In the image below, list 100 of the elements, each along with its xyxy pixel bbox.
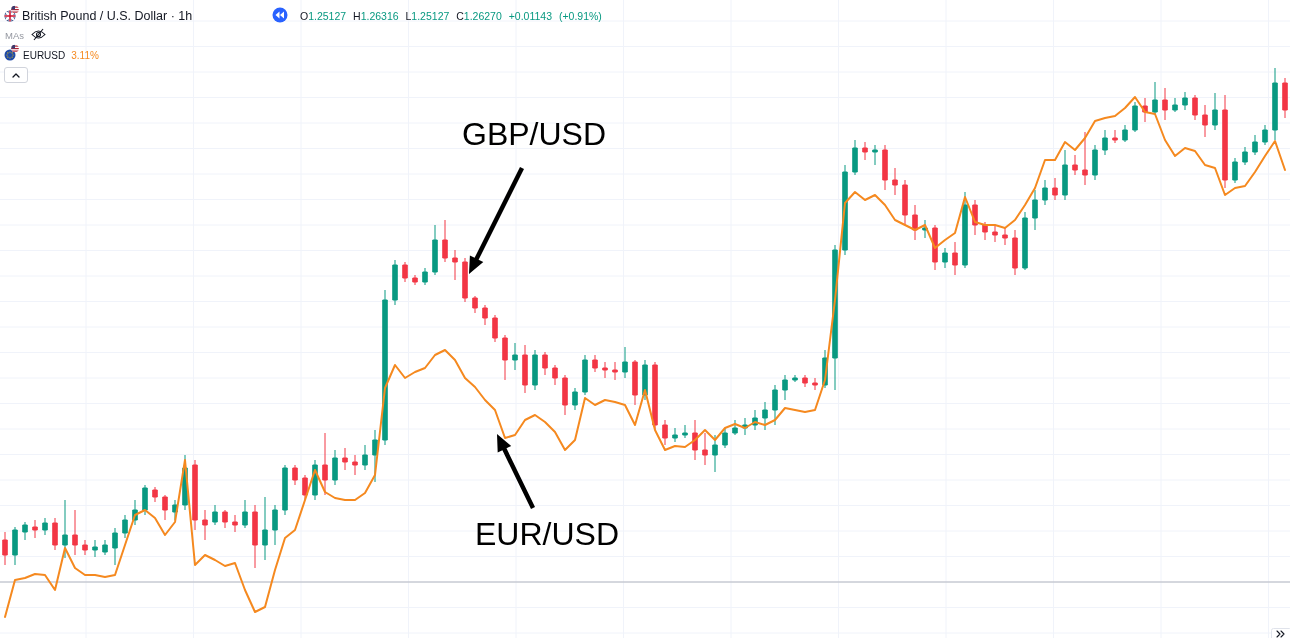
candlestick — [192, 459, 198, 531]
text: EURUSD 3.11% — [23, 50, 99, 61]
candlestick — [12, 526, 18, 566]
candlestick — [482, 304, 488, 326]
candlestick — [432, 224, 438, 276]
candlestick — [1162, 87, 1168, 121]
candlestick — [702, 432, 708, 466]
candlestick — [382, 289, 388, 446]
candlestick — [1082, 131, 1088, 186]
candlestick — [392, 259, 398, 306]
candlestick — [112, 527, 118, 566]
candlestick — [722, 427, 728, 449]
candlestick — [552, 364, 558, 386]
text: O1.25127 H1.26316 L1.25127 C1.26270 +0.01143 (+0.91%) — [300, 10, 602, 22]
candlestick — [42, 517, 48, 536]
candlestick — [1192, 94, 1198, 121]
candlestick — [102, 539, 108, 556]
candlestick — [1202, 104, 1208, 138]
candlestick — [762, 401, 768, 431]
candlestick — [242, 499, 248, 529]
candlestick — [222, 509, 228, 529]
candlestick — [342, 447, 348, 471]
candlestick — [572, 387, 578, 411]
candlestick — [632, 359, 638, 406]
candlestick — [462, 257, 468, 303]
candlestick — [942, 247, 948, 269]
candlestick — [892, 167, 898, 196]
candlestick — [372, 429, 378, 483]
candlestick — [1062, 149, 1068, 201]
text: GBP/USD — [461, 116, 607, 152]
candlestick — [862, 141, 868, 161]
candlestick — [1152, 81, 1158, 116]
candlestick — [152, 486, 158, 503]
candlestick — [252, 504, 258, 569]
chart-title: British Pound / U.S. Dollar · 1h — [22, 9, 193, 23]
candlestick — [1282, 77, 1288, 119]
candlestick — [992, 224, 998, 243]
candlestick — [282, 464, 288, 516]
candlestick — [352, 454, 358, 476]
candlestick — [362, 444, 368, 471]
candlestick — [122, 514, 128, 539]
candlestick — [962, 191, 968, 269]
candlestick — [522, 344, 528, 394]
text: EUR/USD — [474, 516, 620, 552]
candlestick — [682, 424, 688, 439]
candlestick — [732, 419, 738, 436]
candlestick — [772, 384, 778, 426]
candlestick — [952, 241, 958, 276]
candlestick — [1212, 92, 1218, 131]
candlestick — [542, 351, 548, 376]
candlestick — [592, 354, 598, 373]
candlestick — [782, 374, 788, 401]
candlestick — [912, 204, 918, 241]
candlestick — [802, 374, 808, 388]
candlestick — [442, 219, 448, 263]
candlestick — [412, 274, 418, 286]
candlestick — [652, 361, 658, 431]
candlestick — [792, 374, 798, 383]
candlestick — [472, 295, 478, 314]
candlestick — [502, 334, 508, 381]
candlestick — [82, 539, 88, 556]
candlestick — [1112, 129, 1118, 144]
candlestick — [1032, 189, 1038, 231]
candlestick — [22, 521, 28, 541]
candlestick — [1272, 67, 1278, 141]
candlestick — [62, 499, 68, 559]
candlestick — [262, 496, 268, 561]
candlestick — [1042, 179, 1048, 206]
candlestick — [982, 221, 988, 241]
candlestick — [272, 504, 278, 546]
candlestick — [92, 539, 98, 558]
candlestick — [1252, 134, 1258, 156]
candlestick — [162, 494, 168, 521]
candlestick — [1012, 229, 1018, 276]
candlestick — [1122, 124, 1128, 143]
candlestick — [2, 531, 8, 566]
candlestick — [1232, 157, 1238, 184]
candlestick — [562, 374, 568, 416]
candlestick — [612, 361, 618, 381]
candlestick — [1022, 211, 1028, 271]
candlestick — [232, 514, 238, 533]
candlestick — [332, 449, 338, 486]
candlestick — [1102, 129, 1108, 156]
candlestick — [672, 427, 678, 443]
candlestick — [302, 474, 308, 501]
candlestick — [32, 519, 38, 539]
candlestick — [72, 509, 78, 556]
text: MAs — [5, 30, 25, 41]
candlestick — [872, 144, 878, 166]
candlestick — [142, 484, 148, 516]
candlestick — [882, 144, 888, 191]
candlestick — [292, 464, 298, 486]
candlestick — [532, 349, 538, 391]
candlestick — [1132, 101, 1138, 133]
candlestick — [322, 432, 328, 496]
candlestick — [1222, 94, 1228, 189]
candlestick — [1092, 144, 1098, 181]
candlestick — [52, 517, 58, 551]
candlestick — [622, 346, 628, 379]
candlestick — [1052, 177, 1058, 201]
